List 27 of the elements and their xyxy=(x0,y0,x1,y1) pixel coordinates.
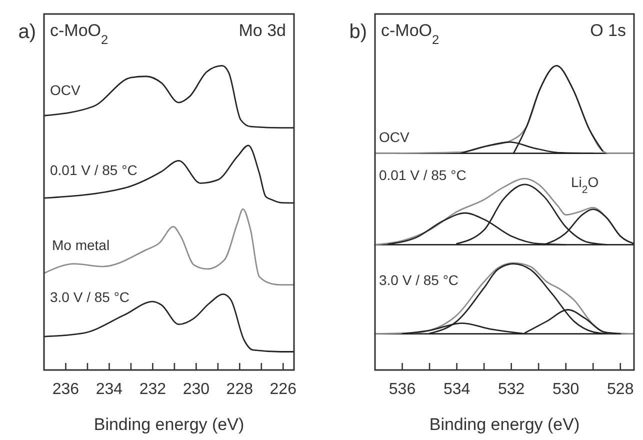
x-tick-label: 536 xyxy=(388,381,416,398)
annotation: 0.01 V / 85 °C xyxy=(379,167,466,183)
x-tick-label: 534 xyxy=(443,381,470,398)
x-tick-label: 528 xyxy=(607,381,634,398)
x-tick-label: 530 xyxy=(552,381,580,398)
text: a) xyxy=(18,21,36,43)
text: c-MoO$_{2}$ xyxy=(50,21,108,46)
text: O 1s xyxy=(590,21,626,40)
annotation: Mo metal xyxy=(52,237,110,253)
text: Mo 3d xyxy=(238,21,286,40)
text: c-MoO$_{2}$ xyxy=(381,21,440,46)
x-tick-label: 226 xyxy=(270,381,297,398)
x-tick-label: 230 xyxy=(182,381,210,398)
x-axis-title: Binding energy (eV) xyxy=(94,415,244,434)
x-tick-label: 236 xyxy=(52,381,80,398)
x-tick-label: 532 xyxy=(498,381,525,398)
text: b) xyxy=(349,21,367,43)
annotation: 0.01 V / 85 °C xyxy=(50,162,138,178)
annotation: OCV xyxy=(379,129,410,145)
annotation: 3.0 V / 85 °C xyxy=(379,272,459,288)
x-axis-title: Binding energy (eV) xyxy=(429,415,580,434)
x-tick-label: 234 xyxy=(96,381,123,398)
annotation: 3.0 V / 85 °C xyxy=(50,289,130,305)
x-tick-label: 228 xyxy=(226,381,254,398)
annotation: OCV xyxy=(50,82,81,98)
annotation: Li$_{2}$O xyxy=(571,174,599,196)
x-tick-label: 232 xyxy=(139,381,166,398)
